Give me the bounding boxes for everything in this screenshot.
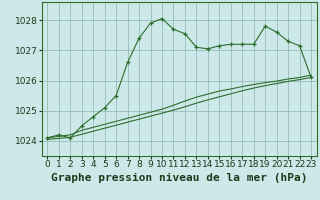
X-axis label: Graphe pression niveau de la mer (hPa): Graphe pression niveau de la mer (hPa) [51,173,308,183]
